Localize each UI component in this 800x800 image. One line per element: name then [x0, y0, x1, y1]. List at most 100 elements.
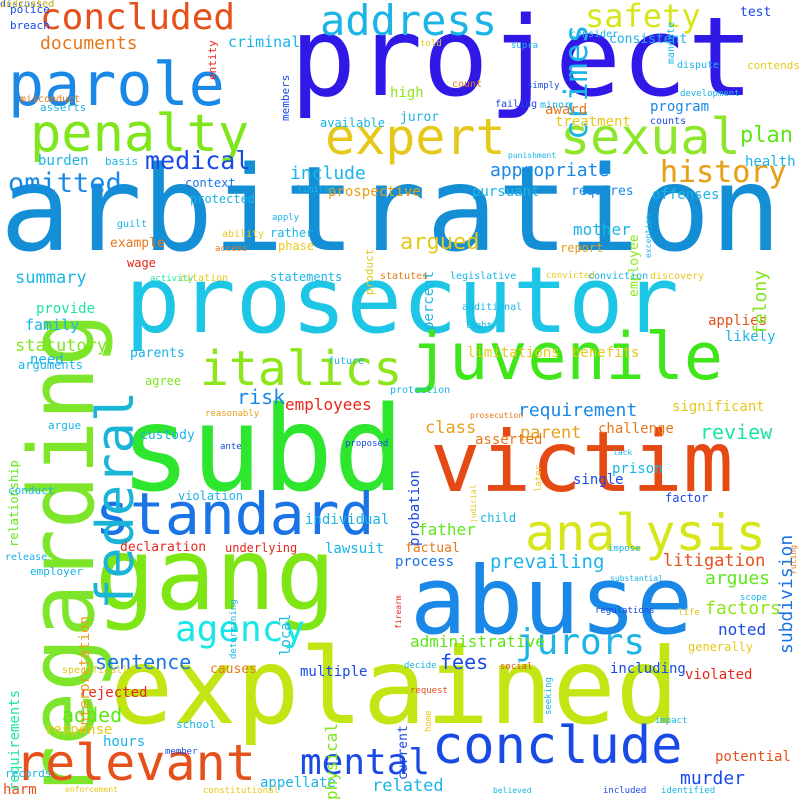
word-related: related: [372, 776, 444, 796]
word-abuse: abuse: [410, 547, 693, 656]
word-medical: medical: [145, 146, 251, 175]
word-appellate: appellate: [260, 775, 336, 791]
word-asserted: asserted: [475, 432, 543, 448]
word-punishment: punishment: [508, 151, 557, 160]
word-address: address: [320, 0, 498, 45]
word-prospective: prospective: [328, 184, 421, 200]
word-relevant: relevant: [15, 734, 256, 792]
word-told: told: [420, 39, 442, 49]
word-substantial: substantial: [610, 574, 663, 583]
word-employees: employees: [285, 395, 372, 414]
word-social: social: [500, 662, 533, 672]
word-citation: citation: [180, 273, 229, 284]
word-later: later: [534, 464, 544, 492]
word-appropriate: appropriate: [490, 160, 610, 181]
word-firearm: firearm: [394, 594, 403, 629]
word-provide: provide: [36, 301, 96, 317]
word-significant: significant: [672, 399, 765, 415]
word-factual: factual: [405, 541, 460, 556]
word-life: life: [678, 608, 700, 618]
word-review: review: [700, 420, 773, 444]
word-include: include: [290, 163, 366, 184]
word-probation: probation: [407, 469, 423, 546]
word-legislative: legislative: [450, 271, 517, 282]
word-release: release: [5, 552, 48, 563]
word-constitutional: constitutional: [203, 786, 279, 796]
word-physical: physical: [322, 722, 341, 800]
word-offenses: offenses: [652, 187, 720, 203]
word-process: process: [395, 554, 455, 570]
word-asserts: asserts: [40, 101, 87, 114]
word-arguments: arguments: [18, 358, 84, 372]
word-individual: individual: [305, 512, 390, 528]
word-argues: argues: [705, 568, 771, 589]
word-misconduct: misconduct: [20, 94, 81, 105]
word-family: family: [25, 316, 80, 334]
word-context: context: [185, 176, 236, 190]
word-employer: employer: [30, 565, 83, 578]
word-felony: felony: [750, 269, 771, 335]
word-apply: apply: [272, 213, 300, 223]
word-wage: wage: [127, 256, 156, 270]
word-statutes: statutes: [380, 271, 429, 282]
word-hours: hours: [103, 734, 146, 750]
word-harm: harm: [3, 782, 37, 798]
word-prison: prison: [612, 461, 663, 477]
word-lawsuit: lawsuit: [325, 541, 385, 557]
word-parents: parents: [130, 346, 185, 361]
word-mandate: mandate: [666, 21, 677, 64]
word-requires: requires: [571, 184, 634, 199]
word-expert: expert: [325, 108, 506, 166]
word-member: member: [165, 747, 198, 757]
word-records: records: [5, 767, 52, 780]
word-included: included: [603, 786, 647, 796]
word-ability: ability: [222, 229, 265, 240]
word-lack: lack: [613, 448, 633, 457]
word-summary: summary: [15, 268, 87, 288]
word-parole: parole: [8, 50, 225, 120]
word-project: project: [290, 0, 754, 121]
word-criminal: criminal: [228, 33, 301, 51]
word-juvenile: juvenile: [410, 320, 724, 395]
word-sexual: sexual: [560, 108, 741, 166]
word-risk: risk: [237, 385, 286, 409]
word-award: award: [545, 102, 588, 118]
word-gang: gang: [95, 516, 336, 633]
word-violated: violated: [685, 667, 753, 683]
word-home: home: [424, 709, 434, 732]
word-litigation: litigation: [663, 551, 766, 571]
word-likely: likely: [725, 329, 776, 345]
word-concluded: concluded: [40, 0, 236, 38]
word-decide: decide: [404, 661, 437, 671]
word-mother: mother: [573, 220, 631, 239]
word-regulations: regulations: [595, 606, 655, 616]
word-treatment: treatment: [555, 114, 631, 130]
word-prosecutor: prosecutor: [125, 247, 679, 354]
word-including: including: [610, 661, 686, 677]
word-judicial: judicial: [469, 484, 478, 524]
word-phase: phase: [278, 239, 315, 253]
word-multiple: multiple: [300, 664, 368, 680]
word-exception: exception: [644, 214, 653, 259]
word-murder: murder: [680, 768, 746, 789]
word-determining: determining: [229, 599, 239, 660]
word-conduct: conduct: [8, 484, 55, 497]
word-count: count: [452, 79, 483, 90]
word-pursuant: pursuant: [472, 184, 540, 200]
word-available: available: [320, 116, 386, 130]
word-potential: potential: [715, 749, 791, 765]
word-example: example: [110, 236, 165, 251]
word-request: request: [410, 686, 448, 696]
word-specifically: specifically: [62, 665, 135, 676]
word-believed: believed: [493, 786, 532, 795]
word-enforcement: enforcement: [65, 785, 118, 794]
word-declaration: declaration: [120, 540, 207, 555]
word-members: members: [279, 74, 292, 122]
word-conviction: conviction: [588, 271, 649, 282]
word-need: need: [30, 352, 64, 368]
word-employee: employee: [627, 234, 642, 298]
word-basis: basis: [105, 155, 139, 168]
word-guilt: guilt: [117, 219, 148, 230]
word-father: father: [418, 520, 476, 539]
word-ante: ante: [220, 442, 242, 452]
